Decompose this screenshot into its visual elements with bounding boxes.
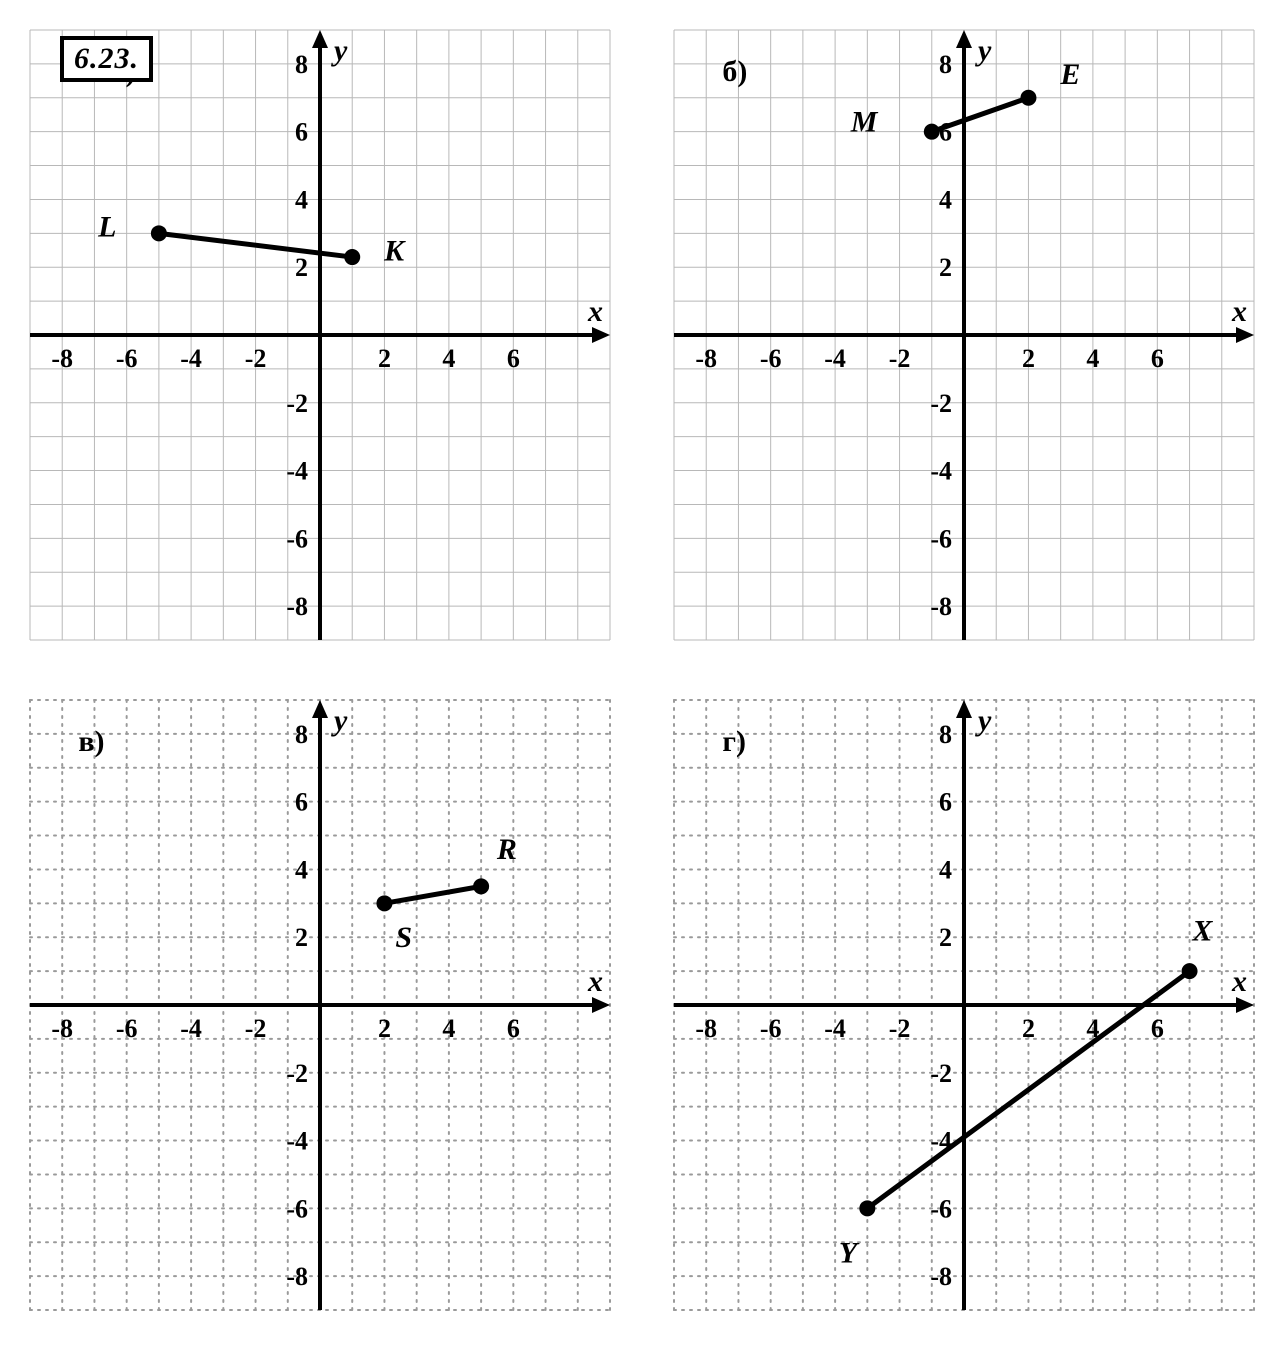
point-marker — [859, 1200, 875, 1216]
coordinate-plane: -8 -6 -4 -2 2 4 6 -8 -6 -4 -2 2 4 6 8 x y б) M E — [664, 20, 1264, 650]
y-tick-label: -8 — [930, 592, 952, 621]
x-tick-label: -2 — [889, 344, 911, 373]
x-tick-label: -4 — [180, 1014, 202, 1043]
y-tick-label: 6 — [939, 118, 952, 147]
panels-grid: 6.23. -8-6-4-2246-8-6-4-22468xyа)LK -8-6… — [20, 20, 1268, 1320]
y-axis-label: y — [975, 34, 992, 67]
x-tick-label: -6 — [760, 1014, 782, 1043]
point-label: L — [97, 211, 116, 244]
y-tick-label: 2 — [295, 923, 308, 952]
point-marker — [1020, 90, 1036, 106]
x-tick-label: -2 — [245, 344, 267, 373]
point-marker — [151, 225, 167, 241]
y-tick-label: -2 — [930, 389, 952, 418]
y-tick-label: 4 — [939, 185, 952, 214]
point-marker — [473, 878, 489, 894]
x-tick-label: 6 — [1151, 1014, 1164, 1043]
y-tick-label: -6 — [930, 1194, 952, 1223]
panel-v: -8 -6 -4 -2 2 4 6 -8 -6 -4 -2 2 4 6 8 x y в) S R — [20, 690, 624, 1320]
coordinate-plane: -8-6-4-2246-8-6-4-22468xyа)LK — [20, 20, 620, 650]
y-tick-label: 4 — [295, 185, 308, 214]
x-axis-label: x — [1231, 965, 1247, 998]
y-tick-label: -6 — [286, 1194, 308, 1223]
x-tick-label: -4 — [824, 344, 846, 373]
panel-b: -8 -6 -4 -2 2 4 6 -8 -6 -4 -2 2 4 6 8 x y б) M E — [664, 20, 1268, 650]
x-tick-label: -2 — [245, 1014, 267, 1043]
y-tick-label: 8 — [939, 720, 952, 749]
x-tick-label: 4 — [1086, 344, 1099, 373]
x-tick-label: 2 — [378, 344, 391, 373]
y-tick-label: -4 — [286, 457, 308, 486]
x-axis-label: x — [1231, 295, 1247, 328]
panel-a: 6.23. -8-6-4-2246-8-6-4-22468xyа)LK — [20, 20, 624, 650]
point-label: X — [1191, 914, 1213, 947]
x-tick-label: -2 — [889, 1014, 911, 1043]
y-tick-label: -6 — [286, 524, 308, 553]
y-tick-label: 2 — [295, 253, 308, 282]
x-tick-label: 4 — [442, 1014, 455, 1043]
x-tick-label: 6 — [1151, 344, 1164, 373]
point-label: R — [496, 833, 517, 866]
panel-label: г) — [722, 725, 746, 758]
y-axis-label: y — [331, 34, 348, 67]
y-tick-label: 2 — [939, 253, 952, 282]
y-tick-label: -8 — [286, 592, 308, 621]
x-tick-label: -8 — [51, 344, 73, 373]
y-tick-label: 2 — [939, 923, 952, 952]
x-tick-label: 4 — [442, 344, 455, 373]
x-tick-label: -4 — [824, 1014, 846, 1043]
y-tick-label: 6 — [939, 788, 952, 817]
point-marker — [376, 895, 392, 911]
problem-number-badge: 6.23. — [60, 36, 153, 82]
x-tick-label: -6 — [760, 344, 782, 373]
y-tick-label: -4 — [286, 1127, 308, 1156]
point-marker — [924, 124, 940, 140]
x-tick-label: 2 — [1022, 1014, 1035, 1043]
y-tick-label: 6 — [295, 788, 308, 817]
x-tick-label: -6 — [116, 1014, 138, 1043]
panel-label: б) — [722, 55, 747, 88]
y-tick-label: -2 — [930, 1059, 952, 1088]
x-axis-label: x — [587, 965, 603, 998]
x-tick-label: 2 — [378, 1014, 391, 1043]
y-axis-label: y — [975, 704, 992, 737]
point-label: Y — [839, 1236, 860, 1269]
point-label: K — [383, 234, 406, 267]
y-tick-label: 4 — [295, 855, 308, 884]
point-marker — [1182, 963, 1198, 979]
coordinate-plane: -8 -6 -4 -2 2 4 6 -8 -6 -4 -2 2 4 6 8 x y в) S R — [20, 690, 620, 1320]
x-axis-label: x — [587, 295, 603, 328]
point-label: E — [1059, 58, 1080, 91]
y-tick-label: 4 — [939, 855, 952, 884]
point-label: M — [850, 106, 879, 139]
x-tick-label: 2 — [1022, 344, 1035, 373]
point-marker — [344, 249, 360, 265]
x-tick-label: -8 — [51, 1014, 73, 1043]
x-tick-label: 6 — [507, 344, 520, 373]
x-tick-label: 6 — [507, 1014, 520, 1043]
y-tick-label: -2 — [286, 1059, 308, 1088]
y-tick-label: -2 — [286, 389, 308, 418]
y-tick-label: 8 — [295, 720, 308, 749]
y-tick-label: 8 — [939, 50, 952, 79]
coordinate-plane: -8-6-4-2246-8-6-4-22468xyг)YX — [664, 690, 1264, 1320]
y-tick-label: -8 — [286, 1262, 308, 1291]
x-tick-label: -4 — [180, 344, 202, 373]
panel-g: -8-6-4-2246-8-6-4-22468xyг)YX — [664, 690, 1268, 1320]
x-tick-label: -8 — [695, 1014, 717, 1043]
y-tick-label: -4 — [930, 457, 952, 486]
y-tick-label: 6 — [295, 118, 308, 147]
y-axis-label: y — [331, 704, 348, 737]
y-tick-label: -8 — [930, 1262, 952, 1291]
y-tick-label: -6 — [930, 524, 952, 553]
point-label: S — [395, 921, 412, 954]
y-tick-label: 8 — [295, 50, 308, 79]
x-tick-label: -8 — [695, 344, 717, 373]
panel-label: в) — [78, 725, 104, 758]
x-tick-label: -6 — [116, 344, 138, 373]
